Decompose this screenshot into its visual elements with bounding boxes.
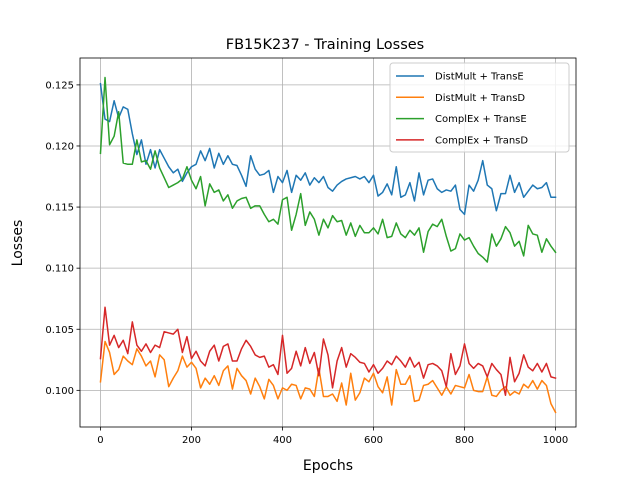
series-line-2 <box>99 340 557 414</box>
x-tick-label: 600 <box>364 435 383 446</box>
y-tick-label: 0.105 <box>45 325 74 336</box>
x-tick-label: 200 <box>182 435 201 446</box>
y-tick-label: 0.125 <box>45 80 74 91</box>
legend-label: ComplEx + TransD <box>435 135 528 146</box>
legend-label: ComplEx + TransE <box>435 114 527 125</box>
x-tick-label: 1000 <box>543 435 568 446</box>
series-lines <box>99 76 557 414</box>
y-tick-label: 0.120 <box>45 141 74 152</box>
x-tick-label: 400 <box>273 435 292 446</box>
plot-frame <box>79 57 577 428</box>
y-tick-label: 0.110 <box>45 264 74 275</box>
legend: DistMult + TransE DistMult + TransD ComplE… <box>389 62 570 153</box>
chart-title: FB15K237 - Training Losses <box>226 37 424 53</box>
x-tick-label: 800 <box>455 435 474 446</box>
y-tick-label: 0.115 <box>45 203 74 214</box>
series-line-1 <box>99 82 557 216</box>
legend-label: DistMult + TransE <box>435 72 524 83</box>
y-tick-label: 0.100 <box>45 386 74 397</box>
y-axis-label: Losses <box>10 220 26 267</box>
legend-label: DistMult + TransD <box>435 93 525 104</box>
x-axis: 0 200 400 600 800 1000 <box>97 427 568 446</box>
legend-box <box>389 62 570 153</box>
series-line-4 <box>99 306 557 396</box>
series-line-3 <box>99 76 557 263</box>
x-tick-label: 0 <box>97 435 103 446</box>
x-axis-label: Epochs <box>303 458 353 474</box>
y-axis: 0.100 0.105 0.110 0.115 0.120 0.125 <box>45 80 80 397</box>
